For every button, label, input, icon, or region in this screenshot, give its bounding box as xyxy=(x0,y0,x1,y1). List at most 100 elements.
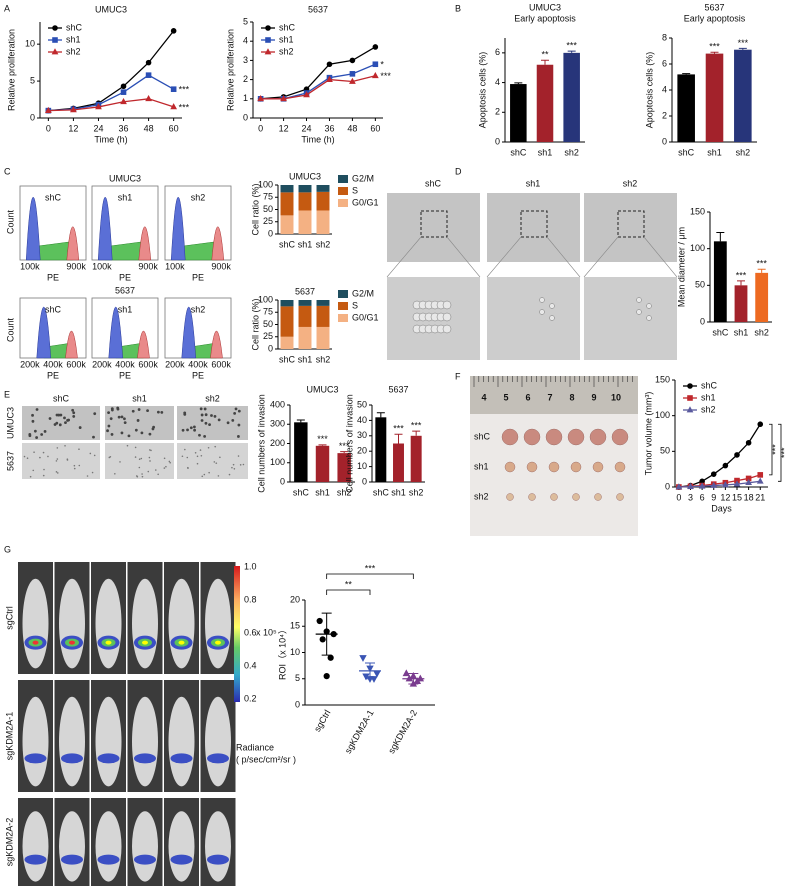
x-tick-label: shC xyxy=(373,487,390,497)
signal xyxy=(134,753,156,764)
legend-label: shC xyxy=(279,22,296,32)
panel-label: G xyxy=(4,544,11,554)
g2-peak xyxy=(211,226,225,261)
data-point xyxy=(257,95,265,102)
bar xyxy=(294,422,308,482)
cell xyxy=(181,428,185,432)
cell xyxy=(138,466,141,469)
legend-label: sh1 xyxy=(279,34,294,44)
x-tick-label: sgKDM2A-2 xyxy=(386,708,419,755)
axis-label: PE xyxy=(119,370,131,380)
ruler-number: 9 xyxy=(591,392,596,402)
y-tick-label: 2 xyxy=(495,107,500,117)
cell xyxy=(110,433,114,436)
row-label: sh1 xyxy=(474,461,489,471)
cell xyxy=(64,444,66,447)
cell xyxy=(92,435,95,439)
y-tick-label: 5 xyxy=(30,75,35,85)
cell xyxy=(138,458,141,461)
data-point xyxy=(170,103,178,110)
signal xyxy=(105,640,112,645)
x-tick-label: sgCtrl xyxy=(312,708,332,733)
bar-segment xyxy=(280,215,294,234)
legend-label: sh2 xyxy=(279,46,294,56)
scale-tick-label: 0.6 xyxy=(244,627,257,637)
y-tick-label: 1 xyxy=(243,93,248,103)
row-title: 5637 xyxy=(115,285,135,295)
cell xyxy=(646,315,652,321)
cell xyxy=(168,460,171,463)
data-point xyxy=(145,95,152,102)
chart-title: 5637 xyxy=(704,2,724,12)
bar-segment xyxy=(298,326,312,349)
cell xyxy=(109,417,113,421)
bar xyxy=(510,84,527,142)
cell xyxy=(53,423,57,426)
legend-label: S xyxy=(352,185,358,195)
cell xyxy=(646,303,652,309)
axis-label: PE xyxy=(47,272,59,282)
data-point xyxy=(170,28,177,34)
data-point xyxy=(145,72,152,78)
y-tick-label: 0 xyxy=(700,316,705,326)
data-point xyxy=(316,617,323,625)
mouse xyxy=(95,696,122,787)
y-tick-label: 15 xyxy=(290,621,300,631)
tumor xyxy=(550,493,558,501)
y-tick-label: 0 xyxy=(662,136,667,146)
bar-segment xyxy=(316,210,330,234)
sample-label: sh1 xyxy=(118,192,133,202)
significance-label: *** xyxy=(738,38,749,48)
y-tick-label: 10 xyxy=(357,461,367,471)
tick-label: 200k xyxy=(165,359,185,369)
bar-segment xyxy=(280,300,294,307)
cell xyxy=(549,315,555,321)
scale-units: ( p/sec/cm²/sr ) xyxy=(236,754,296,764)
signal xyxy=(97,854,120,865)
cell xyxy=(63,416,66,420)
x-tick-label: 21 xyxy=(755,492,765,502)
data-point xyxy=(326,61,333,68)
error-bar xyxy=(321,612,332,656)
error-bar xyxy=(412,430,421,436)
error-bar xyxy=(318,444,327,446)
y-axis-label: Cell ratio (%) xyxy=(250,183,260,235)
tick-label: 400k xyxy=(43,359,63,369)
cell xyxy=(228,473,231,476)
data-point xyxy=(373,670,381,678)
ruler-number: 10 xyxy=(611,392,621,402)
tick-label: 100k xyxy=(92,261,112,271)
panel-label: E xyxy=(4,389,10,399)
axis-label: PE xyxy=(47,370,59,380)
bar-segment xyxy=(298,192,312,211)
significance-bracket xyxy=(326,573,414,579)
signal xyxy=(207,854,229,865)
cell xyxy=(233,411,237,415)
significance-label: *** xyxy=(339,441,350,451)
data-point xyxy=(722,462,729,469)
cell xyxy=(156,410,160,414)
y-tick-label: 150 xyxy=(690,206,705,216)
tick-label: 600k xyxy=(211,359,231,369)
x-tick-label: 24 xyxy=(302,123,312,133)
data-point xyxy=(120,89,127,95)
cell xyxy=(93,454,96,457)
x-tick-label: shC xyxy=(712,327,729,337)
cell xyxy=(233,467,236,470)
bar-segment xyxy=(298,305,312,327)
cell xyxy=(219,456,221,459)
cell xyxy=(194,451,197,454)
cell xyxy=(127,434,131,438)
error-bar xyxy=(738,47,747,50)
row-label: sh2 xyxy=(474,491,489,501)
cell xyxy=(56,472,59,474)
cell xyxy=(72,411,76,415)
axis-label: PE xyxy=(192,272,204,282)
legend-label: sh1 xyxy=(701,392,716,402)
significance-bracket xyxy=(778,423,782,482)
mouse xyxy=(22,578,49,669)
cell xyxy=(32,469,35,472)
ruler-number: 6 xyxy=(525,392,530,402)
cell xyxy=(134,456,137,458)
cell xyxy=(58,423,62,427)
